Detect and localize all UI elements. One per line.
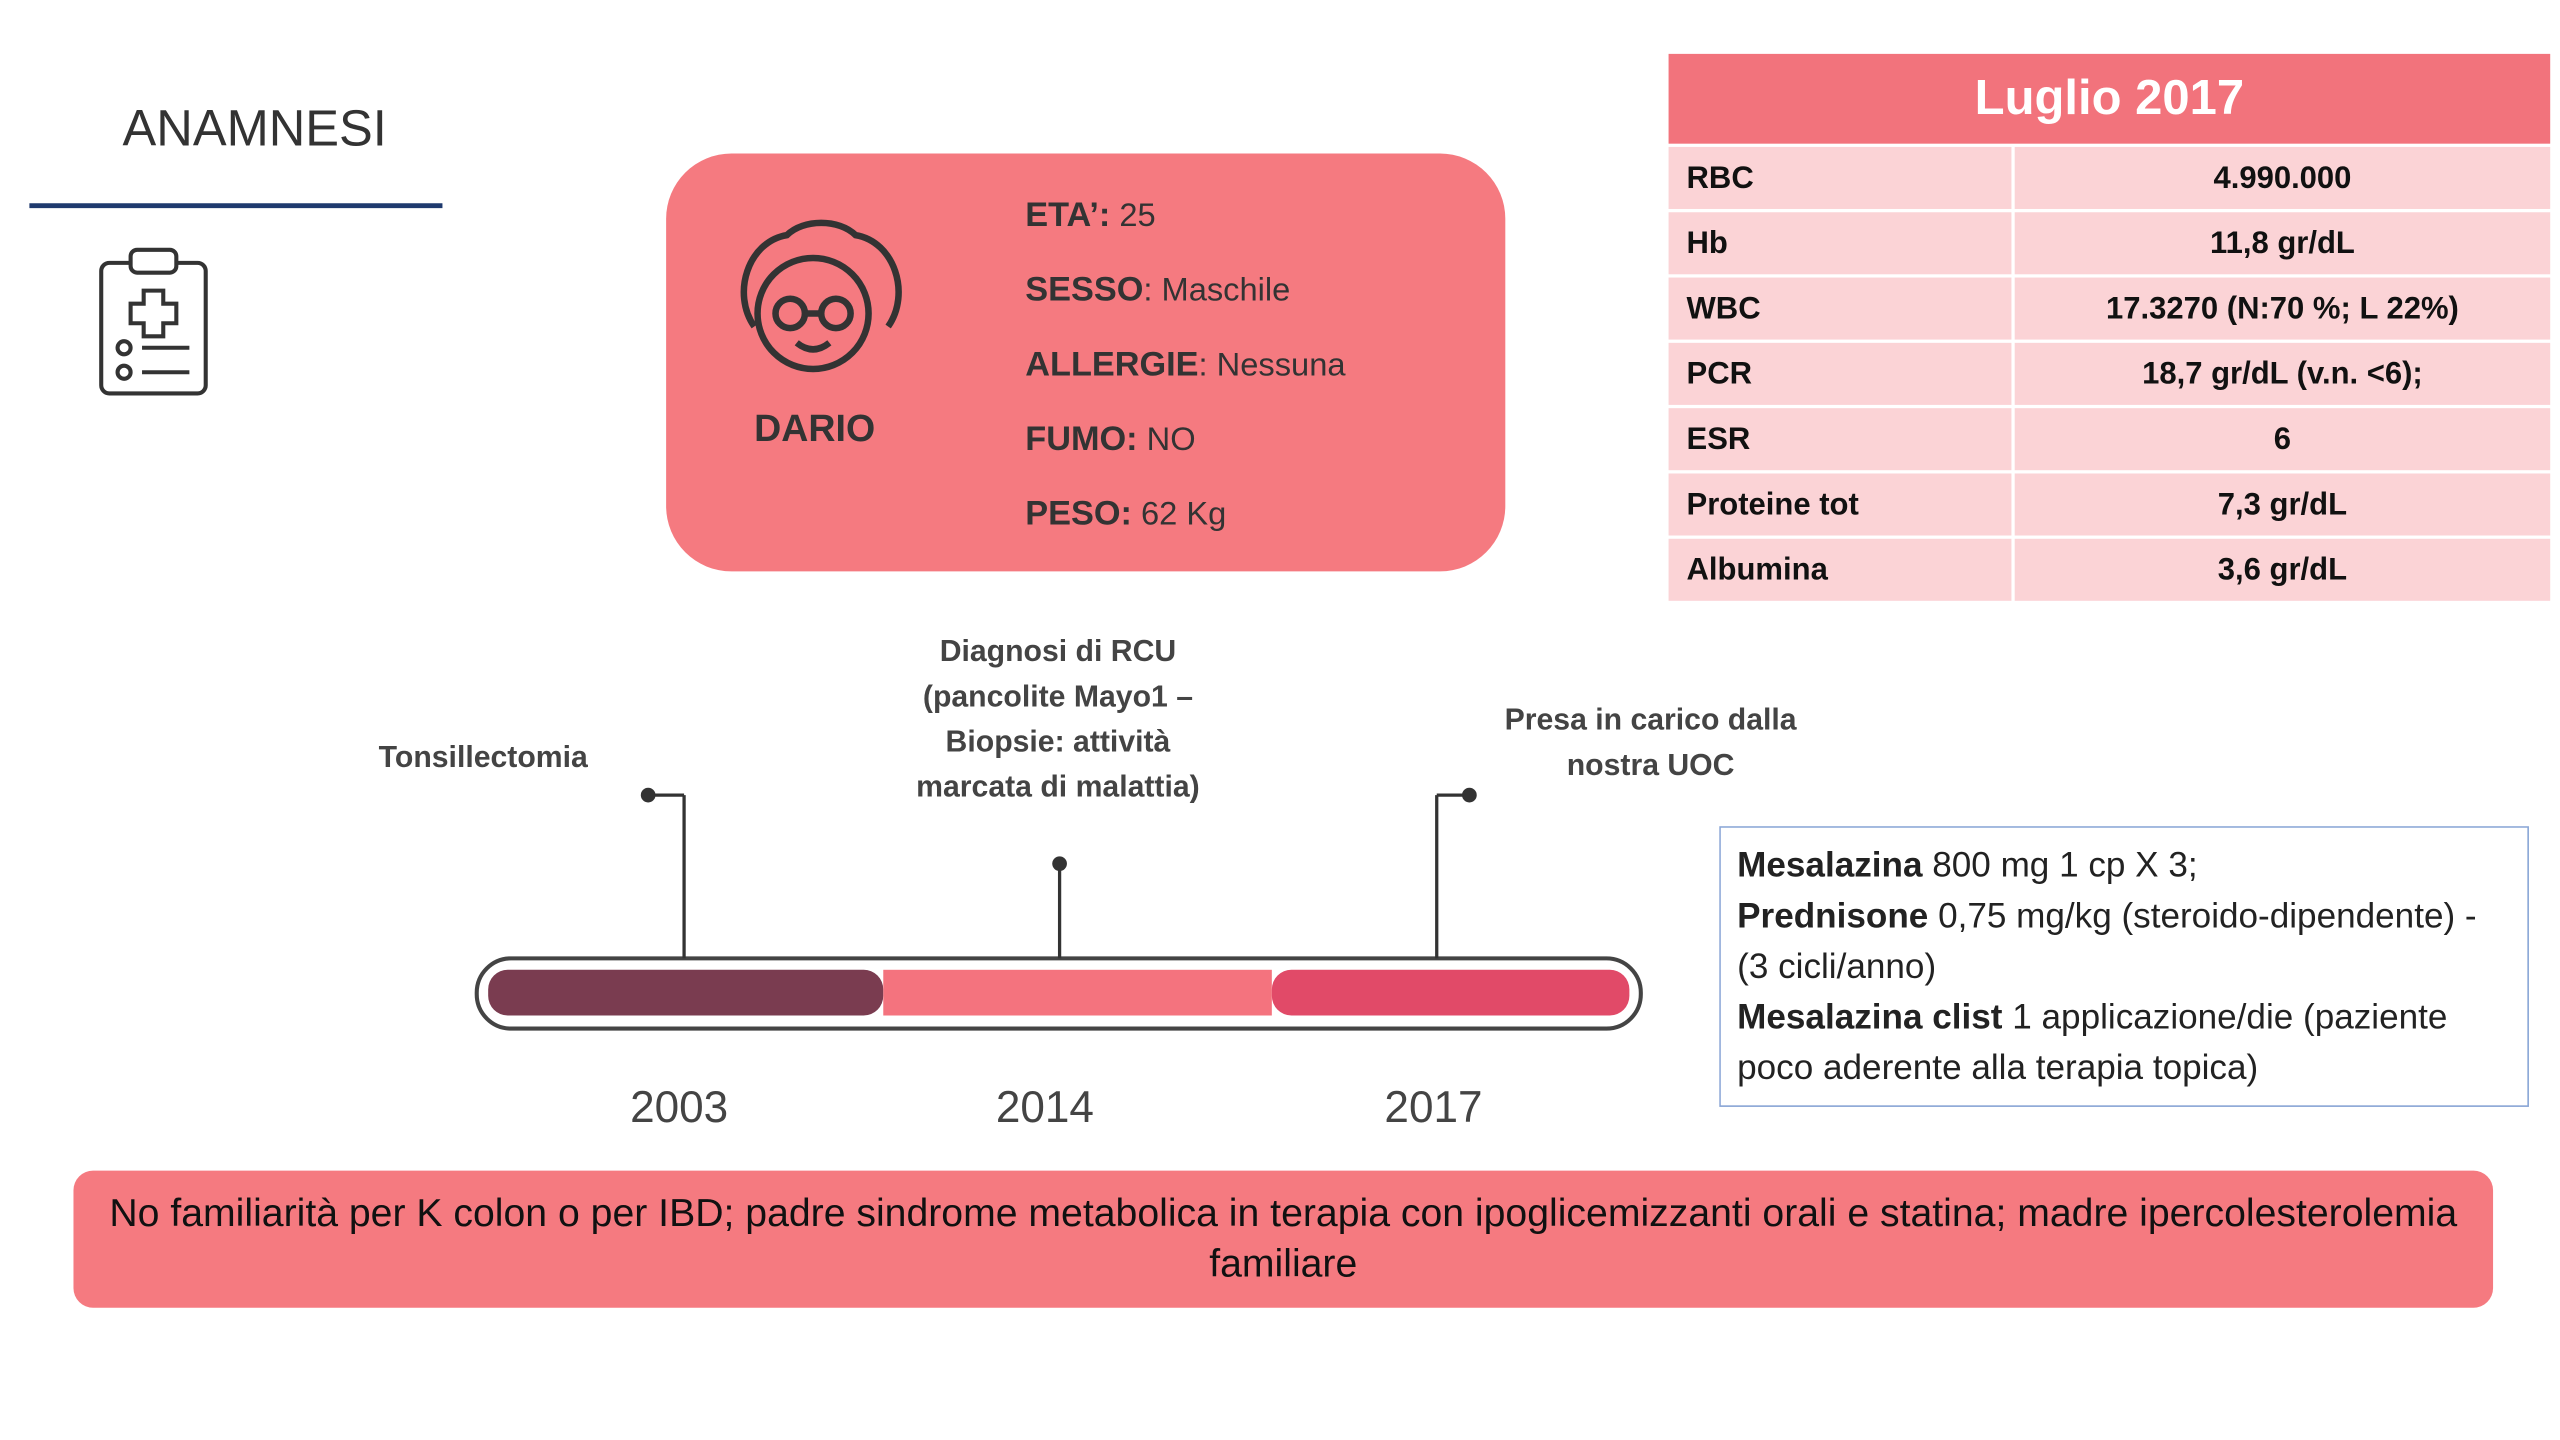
patient-field: ALLERGIE: Nessuna: [1025, 345, 1346, 383]
patient-field: ETA’: 25: [1025, 196, 1155, 234]
table-cell: [1668, 408, 2012, 471]
footer-text: No familiarità per K colon o per IBD; pa…: [109, 1191, 2458, 1287]
timeline-segment: [1271, 969, 1630, 1016]
clipboard-icon: [99, 247, 208, 396]
timeline-dot: [1052, 856, 1067, 872]
patient-field: PESO: 62 Kg: [1025, 494, 1226, 532]
table-cell: [2014, 538, 2551, 601]
timeline-segment: [488, 969, 884, 1016]
field-value: 25: [1110, 196, 1155, 233]
event-label: Tonsillectomia: [379, 741, 588, 774]
event-label: Biopsie: attività: [946, 725, 1171, 758]
therapy-text: Mesalazina 800 mg 1 cp X 3; Prednisone 0,…: [1719, 826, 2529, 1107]
row-value: 4.990.000: [2213, 160, 2351, 195]
field-value: : Maschile: [1143, 270, 1290, 307]
therapy-drug: Mesalazina clist: [1737, 997, 2003, 1037]
event-label: (pancolite Mayo1 –: [923, 680, 1193, 713]
table-title: Luglio 2017: [1975, 71, 2244, 125]
field-value: 62 Kg: [1132, 494, 1226, 531]
table-cell: [2014, 408, 2551, 471]
row-label: ESR: [1687, 421, 1751, 456]
field-label: ALLERGIE: [1025, 345, 1198, 383]
row-label: Hb: [1687, 225, 1728, 260]
timeline-year: 2017: [1384, 1083, 1482, 1132]
therapy-detail: 1 applicazione/die (paziente poco aderen…: [1737, 997, 2448, 1088]
patient-field: FUMO: NO: [1025, 420, 1195, 458]
timeline-dot: [640, 787, 656, 803]
row-label: WBC: [1687, 290, 1761, 325]
therapy-detail: 0,75 mg/kg (steroido-dipendente) - (3 ci…: [1737, 896, 2477, 987]
patient-name: DARIO: [754, 407, 875, 449]
row-label: PCR: [1687, 356, 1752, 391]
field-label: ETA’:: [1025, 196, 1110, 234]
row-value: 6: [2274, 421, 2291, 456]
therapy-drug: Prednisone: [1737, 896, 1929, 936]
table-cell: [2014, 212, 2551, 275]
therapy-line: Mesalazina 800 mg 1 cp X 3;: [1737, 841, 2511, 892]
table-cell: [2014, 342, 2551, 405]
therapy-box: Mesalazina 800 mg 1 cp X 3;Prednisone 0,…: [1719, 826, 2529, 1107]
table-header: [1668, 53, 2551, 144]
title: ANAMNESI: [123, 100, 387, 157]
row-value: 11,8 gr/dL: [2210, 225, 2355, 260]
field-label: PESO:: [1025, 495, 1132, 533]
event-label: marcata di malattia): [916, 771, 1200, 804]
table-cell: [1668, 277, 2012, 340]
therapy-line: Mesalazina clist 1 applicazione/die (paz…: [1737, 993, 2511, 1094]
timeline-segment: [883, 969, 1272, 1016]
table-cell: [1668, 473, 2012, 536]
table-cell: [2014, 277, 2551, 340]
timeline-year: 2003: [630, 1083, 728, 1132]
event-label: nostra UOC: [1567, 749, 1735, 782]
row-value: 18,7 gr/dL (v.n. <6);: [2142, 356, 2423, 391]
table-cell: [1668, 538, 2012, 601]
patient-card: [666, 153, 1506, 572]
row-label: Albumina: [1687, 552, 1829, 587]
event-label: Diagnosi di RCU: [940, 635, 1176, 668]
event-label: Presa in carico dalla: [1505, 704, 1797, 737]
therapy-line: Prednisone 0,75 mg/kg (steroido-dipenden…: [1737, 891, 2511, 992]
row-value: 17.3270 (N:70 %; L 22%): [2106, 290, 2459, 325]
table-cell: [2014, 146, 2551, 209]
footer-area: No familiarità per K colon o per IBD; pa…: [109, 1191, 2458, 1287]
table-cell: [1668, 146, 2012, 209]
row-value: 7,3 gr/dL: [2218, 486, 2347, 521]
footer-box: [73, 1170, 2494, 1308]
row-label: Proteine tot: [1687, 486, 1859, 521]
timeline-year: 2014: [996, 1083, 1094, 1132]
field-value: NO: [1138, 420, 1196, 457]
table-cell: [1668, 212, 2012, 275]
row-label: RBC: [1687, 160, 1754, 195]
therapy-drug: Mesalazina: [1737, 845, 1923, 885]
field-label: SESSO: [1025, 271, 1143, 309]
table-cell: [1668, 342, 2012, 405]
therapy-detail: 800 mg 1 cp X 3;: [1922, 845, 2198, 885]
avatar-icon: [740, 219, 902, 373]
timeline-dot: [1462, 787, 1477, 803]
field-value: : Nessuna: [1199, 345, 1347, 382]
row-value: 3,6 gr/dL: [2218, 552, 2347, 587]
table-cell: [2014, 473, 2551, 536]
field-label: FUMO:: [1025, 420, 1137, 458]
patient-field: SESSO: Maschile: [1025, 270, 1290, 308]
